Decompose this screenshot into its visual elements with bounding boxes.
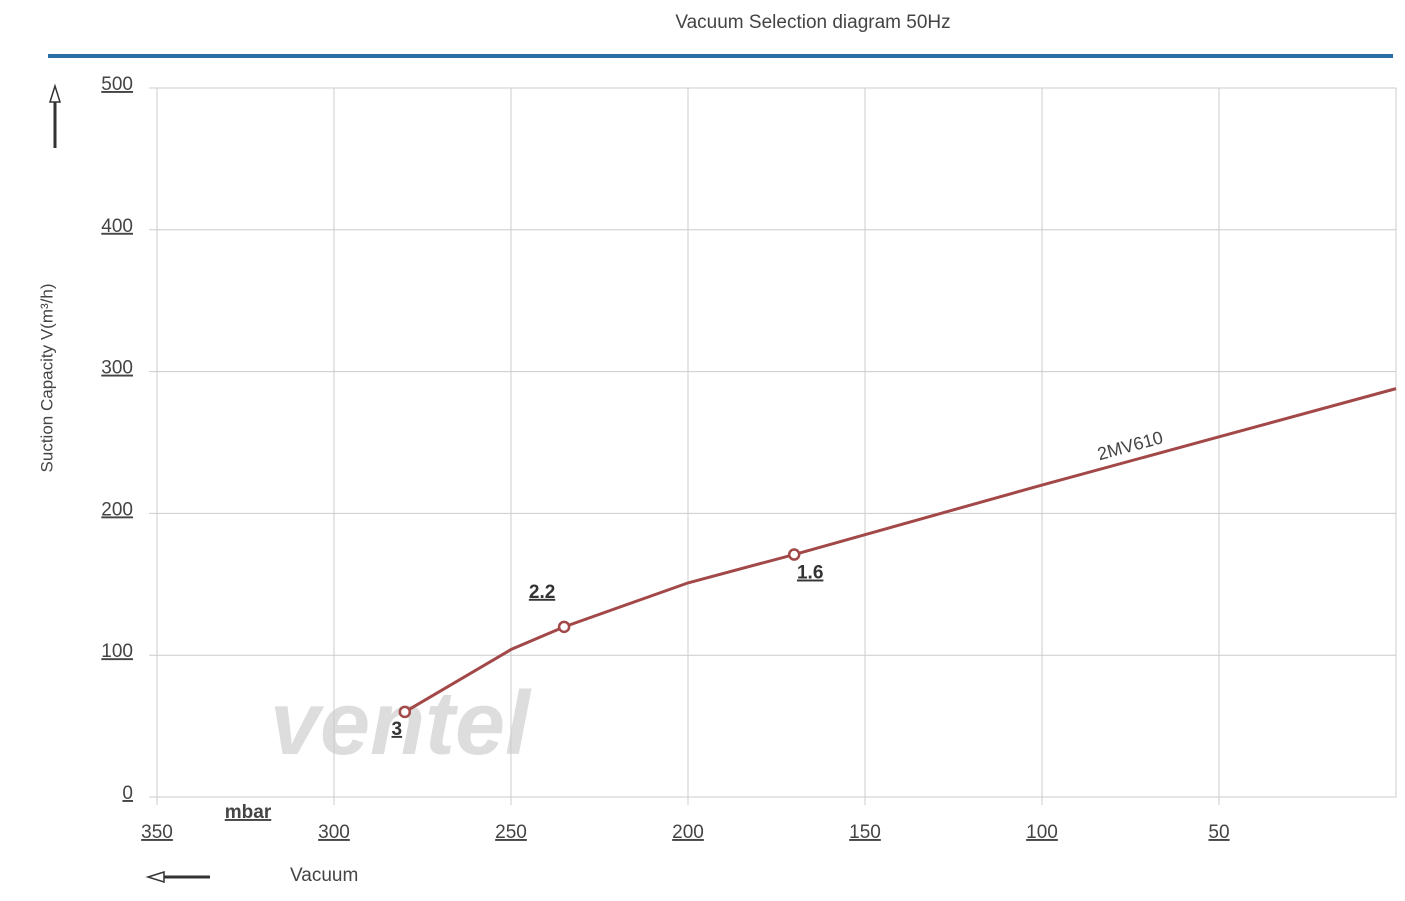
x-arrow bbox=[145, 870, 210, 884]
x-tick-label: 100 bbox=[1026, 822, 1058, 843]
point-label: 2.2 bbox=[529, 582, 555, 603]
x-tick-label: 250 bbox=[495, 822, 527, 843]
point-marker bbox=[557, 620, 571, 634]
chart-title: Vacuum Selection diagram 50Hz bbox=[675, 12, 950, 33]
y-tick-label: 500 bbox=[101, 74, 133, 95]
point-label: 3 bbox=[392, 719, 403, 740]
point-marker bbox=[787, 548, 801, 561]
x-tick-label: 300 bbox=[318, 822, 350, 843]
y-tick-label: 300 bbox=[101, 358, 133, 379]
x-axis-label: Vacuum bbox=[290, 865, 358, 886]
y-tick-label: 100 bbox=[101, 641, 133, 662]
watermark: ventel bbox=[270, 674, 532, 774]
y-arrow bbox=[48, 83, 62, 148]
series-label: 2MV610 bbox=[1095, 427, 1165, 464]
x-tick-label: 350 bbox=[141, 822, 173, 843]
x-tick-label: 150 bbox=[849, 822, 881, 843]
series-line bbox=[404, 387, 1397, 714]
x-tick-label: 50 bbox=[1208, 822, 1229, 843]
point-label: 1.6 bbox=[797, 563, 823, 584]
y-tick-label: 400 bbox=[101, 216, 133, 237]
y-tick-label: 200 bbox=[101, 499, 133, 520]
y-axis-label: Suction Capacity V(m³/h) bbox=[37, 284, 56, 473]
x-tick-label: 200 bbox=[672, 822, 704, 843]
y-tick-label: 0 bbox=[122, 783, 133, 804]
point-marker bbox=[398, 705, 412, 719]
x-unit: mbar bbox=[225, 802, 272, 823]
